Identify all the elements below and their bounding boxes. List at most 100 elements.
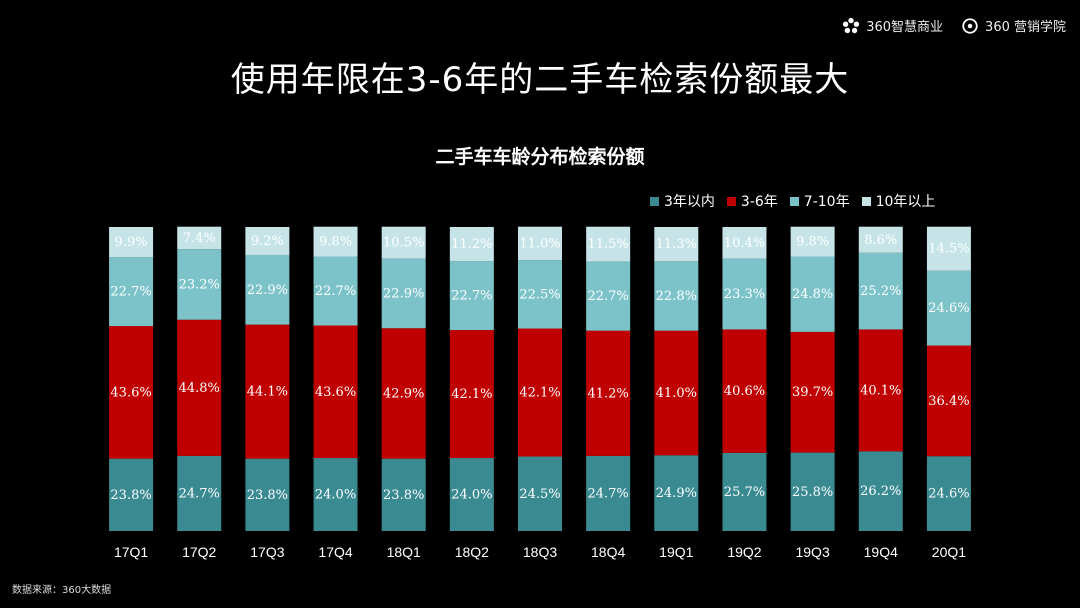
data-label: 40.6% <box>724 384 765 399</box>
bar-segment <box>109 326 154 459</box>
bar-segment <box>518 456 562 531</box>
data-label: 40.1% <box>860 383 901 398</box>
brand-header: 360智慧商业 360 营销学院 <box>842 16 1066 35</box>
bar-segment <box>245 458 290 531</box>
bar-segment <box>654 227 699 262</box>
bar-segment <box>722 227 767 259</box>
data-label: 9.8% <box>319 235 352 250</box>
x-tick-label: 18Q1 <box>387 544 421 560</box>
bar-segment <box>926 226 971 271</box>
bar-segment <box>245 324 290 459</box>
brand-right-label: 360 营销学院 <box>985 20 1066 35</box>
data-label: 22.9% <box>247 283 288 298</box>
bar-segment <box>313 256 358 326</box>
data-label: 23.3% <box>724 287 765 302</box>
bar-segment <box>926 456 971 531</box>
data-label: 26.2% <box>860 484 901 499</box>
brand-left-label: 360智慧商业 <box>866 20 944 35</box>
data-label: 23.8% <box>110 488 151 503</box>
bar-segment <box>381 328 426 459</box>
bar-segment <box>313 325 358 459</box>
bar-segment <box>654 330 699 456</box>
bar-segment <box>722 452 767 531</box>
bar-segment <box>926 345 971 457</box>
bar-segment <box>586 261 631 331</box>
page-title: 使用年限在3-6年的二手车检索份额最大 <box>230 60 850 100</box>
bar-segment <box>586 455 631 531</box>
x-tick-label: 17Q4 <box>318 544 352 560</box>
flower-logo-icon <box>843 17 860 33</box>
bar-segment <box>926 270 971 346</box>
chart-title: 二手车车龄分布检索份额 <box>435 146 645 168</box>
data-label: 24.7% <box>179 486 220 501</box>
data-label: 11.3% <box>656 237 697 252</box>
bar-segment <box>654 455 699 531</box>
x-tick-label: 17Q1 <box>114 544 148 560</box>
ring-logo-icon <box>962 17 978 34</box>
legend-label: 7-10年 <box>803 194 850 210</box>
data-label: 22.8% <box>656 289 697 304</box>
data-label: 24.7% <box>587 486 628 501</box>
data-label: 42.1% <box>451 387 492 402</box>
bar-segment <box>245 227 290 255</box>
bar-segment <box>449 227 494 262</box>
legend-label: 3年以内 <box>664 194 715 210</box>
x-tick-label: 19Q2 <box>727 544 761 560</box>
bar-segment <box>518 328 562 457</box>
data-label: 43.6% <box>110 385 151 400</box>
data-label: 11.0% <box>519 236 560 251</box>
data-label: 25.8% <box>792 485 833 500</box>
bar-segment <box>381 458 426 531</box>
bar-segment <box>381 226 426 259</box>
data-label: 23.8% <box>383 488 424 503</box>
data-label: 14.5% <box>928 242 969 257</box>
legend-swatch <box>650 196 659 206</box>
x-tick-label: 19Q4 <box>864 544 898 560</box>
bar-segment <box>381 258 426 329</box>
bar-segment <box>313 458 358 531</box>
x-tick-label: 19Q3 <box>795 544 829 560</box>
bar-segment <box>245 254 290 325</box>
data-label: 23.8% <box>247 488 288 503</box>
data-label: 25.2% <box>860 284 901 299</box>
data-label: 7.4% <box>183 231 216 246</box>
bar-segment <box>449 458 494 531</box>
legend-item: 10年以上 <box>861 191 936 211</box>
x-tick-label: 19Q1 <box>659 544 693 560</box>
data-label: 44.1% <box>247 385 288 400</box>
bar-segment <box>518 260 562 329</box>
data-label: 22.5% <box>519 287 560 302</box>
bar-segment <box>586 330 631 456</box>
data-label: 43.6% <box>315 385 356 400</box>
bar-segment <box>790 226 835 257</box>
x-tick-label: 17Q2 <box>182 544 216 560</box>
data-label: 39.7% <box>792 385 833 400</box>
data-label: 22.7% <box>587 289 628 304</box>
data-label: 42.9% <box>383 386 424 401</box>
data-label: 24.6% <box>928 487 969 502</box>
data-label: 25.7% <box>724 485 765 500</box>
data-label: 8.6% <box>864 233 897 248</box>
bar-segment <box>177 455 222 531</box>
bar-segment <box>449 330 494 459</box>
data-label: 24.0% <box>315 488 356 503</box>
data-label: 41.0% <box>656 386 697 401</box>
data-label: 22.7% <box>110 285 151 300</box>
bar-segment <box>177 249 222 320</box>
data-label: 10.5% <box>383 236 424 251</box>
data-label: 36.4% <box>928 394 969 409</box>
legend-item: 3年以内 <box>650 191 715 211</box>
data-label: 24.8% <box>792 287 833 302</box>
legend-label: 10年以上 <box>875 194 936 210</box>
data-label: 9.8% <box>796 235 829 250</box>
data-label: 22.7% <box>315 284 356 299</box>
data-label: 11.5% <box>587 237 628 252</box>
data-label: 10.4% <box>724 236 765 251</box>
x-tick-label: 18Q2 <box>455 544 489 560</box>
bar-segment <box>109 458 154 531</box>
data-label: 9.9% <box>115 235 148 250</box>
x-tick-label: 18Q4 <box>591 544 625 560</box>
legend-item: 3-6年 <box>726 191 778 211</box>
bar-segment <box>858 252 903 330</box>
